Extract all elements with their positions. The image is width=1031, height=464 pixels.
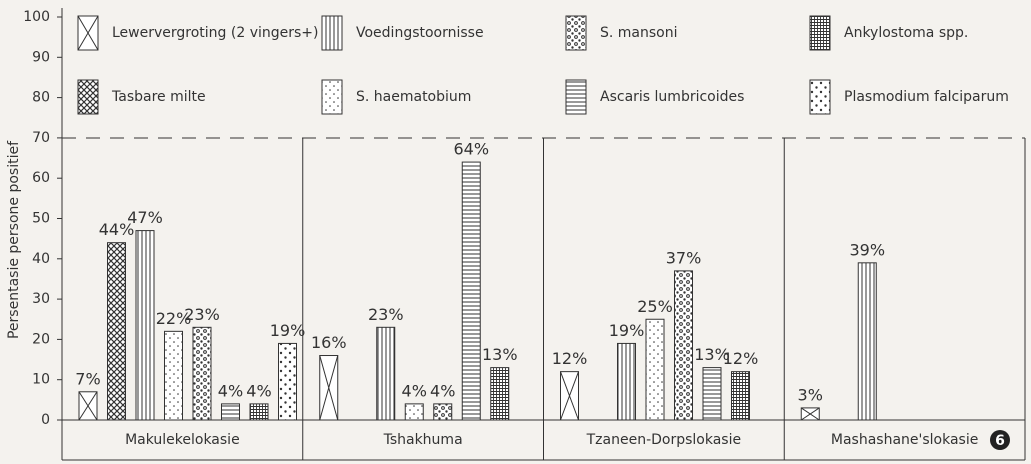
bar-cross bbox=[319, 355, 339, 421]
legend-swatch bbox=[809, 15, 831, 51]
bar bbox=[278, 342, 297, 421]
value-label: 64% bbox=[453, 140, 489, 159]
x-tick-label: Tzaneen-Dorpslokasie bbox=[586, 432, 741, 448]
bar bbox=[192, 326, 212, 421]
legend-swatch bbox=[77, 79, 99, 115]
value-label: 25% bbox=[637, 297, 673, 316]
bar bbox=[135, 230, 155, 421]
legend-swatch bbox=[321, 15, 343, 51]
bar bbox=[617, 342, 636, 421]
value-label: 4% bbox=[402, 381, 427, 400]
bar bbox=[433, 403, 453, 421]
value-label: 16% bbox=[311, 333, 347, 352]
bar bbox=[164, 330, 183, 421]
value-label: 7% bbox=[75, 369, 100, 388]
legend-swatch bbox=[809, 79, 831, 115]
bar bbox=[731, 371, 750, 421]
x-tick-label: Mashashane'slokasie bbox=[831, 432, 978, 448]
badge-circle bbox=[990, 430, 1010, 450]
bar bbox=[857, 262, 877, 421]
y-axis-title: Persentasie persone positief bbox=[6, 140, 22, 339]
y-tick-label: 90 bbox=[32, 49, 50, 65]
y-tick-label: 70 bbox=[32, 130, 50, 146]
value-label: 39% bbox=[849, 240, 885, 259]
value-label: 13% bbox=[694, 345, 730, 364]
legend-label: S. mansoni bbox=[600, 25, 678, 41]
value-label: 44% bbox=[99, 220, 135, 239]
y-tick-label: 50 bbox=[32, 211, 50, 227]
legend-label: S. haematobium bbox=[356, 89, 471, 105]
value-label: 22% bbox=[156, 309, 192, 328]
legend-swatch bbox=[565, 15, 587, 51]
legend-label: Ankylostoma spp. bbox=[844, 25, 968, 41]
bar bbox=[702, 367, 722, 421]
x-tick-label: Makulekelokasie bbox=[125, 432, 240, 448]
legend-swatch-cross bbox=[77, 15, 99, 51]
y-tick-label: 10 bbox=[32, 372, 50, 388]
bar bbox=[107, 242, 126, 421]
value-label: 37% bbox=[666, 248, 702, 267]
value-label: 47% bbox=[127, 208, 163, 227]
bar bbox=[490, 367, 510, 421]
legend-label: Voedingstoornisse bbox=[356, 25, 484, 41]
badge: 6 bbox=[995, 433, 1005, 449]
y-tick-label: 40 bbox=[32, 251, 50, 267]
legend-swatch bbox=[565, 79, 587, 115]
value-label: 4% bbox=[246, 381, 271, 400]
y-tick-label: 0 bbox=[41, 412, 50, 428]
bar-cross bbox=[800, 407, 820, 421]
value-label: 4% bbox=[430, 381, 455, 400]
legend-label: Plasmodium falciparum bbox=[844, 89, 1009, 105]
value-label: 12% bbox=[552, 349, 588, 368]
bar bbox=[461, 161, 481, 421]
bar bbox=[674, 270, 693, 421]
legend-swatch bbox=[321, 79, 343, 115]
y-tick-label: 60 bbox=[32, 170, 50, 186]
value-label: 13% bbox=[482, 345, 518, 364]
bar bbox=[221, 403, 240, 421]
y-tick-label: 20 bbox=[32, 331, 50, 347]
value-label: 4% bbox=[218, 381, 243, 400]
bar-cross bbox=[560, 371, 579, 421]
y-tick-label: 30 bbox=[32, 291, 50, 307]
value-label: 19% bbox=[609, 321, 645, 340]
bar bbox=[376, 326, 396, 421]
value-label: 3% bbox=[798, 385, 823, 404]
legend-label: Lewervergroting (2 vingers+) bbox=[112, 25, 319, 41]
x-tick-label: Tshakhuma bbox=[383, 432, 463, 448]
bar bbox=[645, 318, 665, 421]
value-label: 23% bbox=[368, 305, 404, 324]
y-tick-label: 80 bbox=[32, 90, 50, 106]
legend-label: Tasbare milte bbox=[111, 89, 206, 105]
value-label: 23% bbox=[184, 305, 220, 324]
legend-label: Ascaris lumbricoides bbox=[600, 89, 744, 105]
value-label: 19% bbox=[270, 321, 306, 340]
bar-cross bbox=[78, 391, 98, 421]
value-label: 12% bbox=[723, 349, 759, 368]
y-tick-label: 100 bbox=[23, 9, 50, 25]
bar bbox=[249, 403, 269, 421]
bar bbox=[404, 403, 424, 421]
